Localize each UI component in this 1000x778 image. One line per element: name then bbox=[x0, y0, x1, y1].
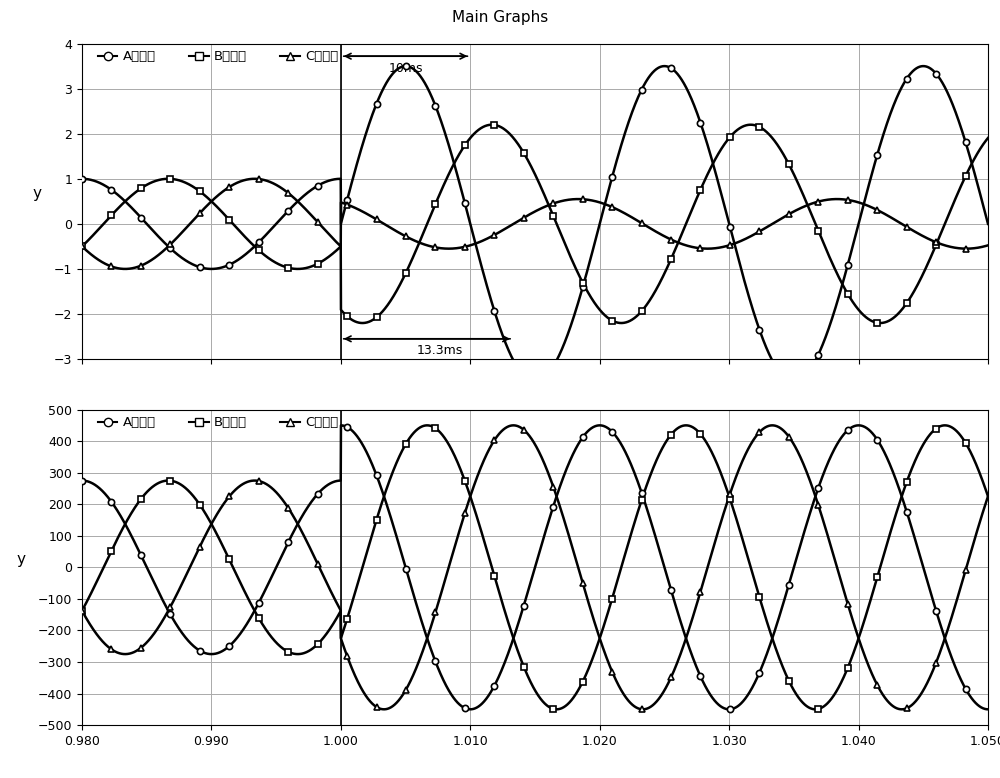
Text: 13.3ms: 13.3ms bbox=[417, 344, 463, 357]
Legend: A相磁链, B相磁链, C相磁链: A相磁链, B相磁链, C相磁链 bbox=[98, 50, 338, 63]
Text: 10ms: 10ms bbox=[388, 61, 423, 75]
Y-axis label: y: y bbox=[17, 552, 26, 567]
Y-axis label: y: y bbox=[33, 186, 42, 202]
Legend: A相电压, B相电压, C相电压: A相电压, B相电压, C相电压 bbox=[98, 416, 338, 429]
Text: Main Graphs: Main Graphs bbox=[452, 10, 548, 25]
